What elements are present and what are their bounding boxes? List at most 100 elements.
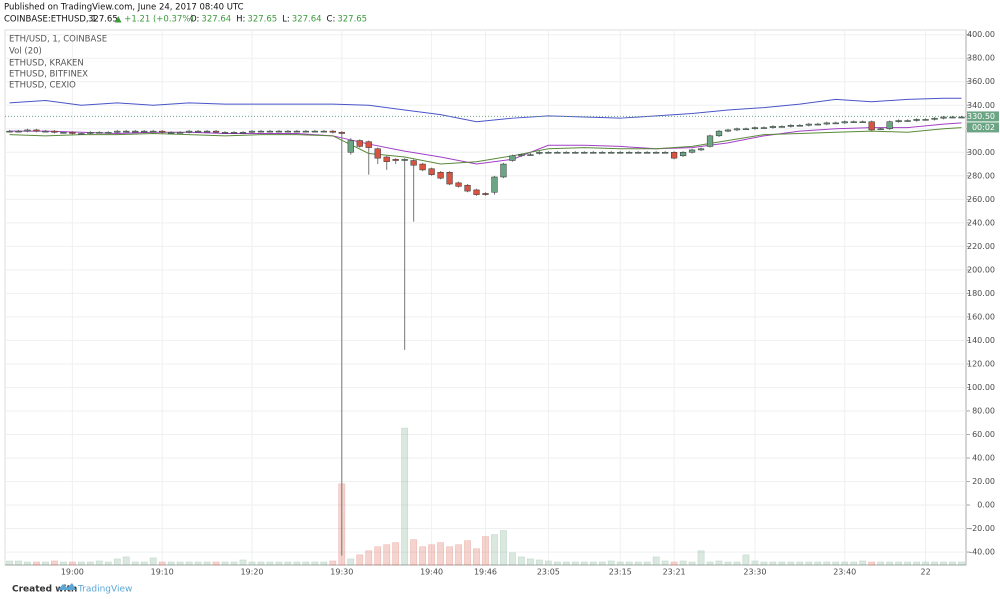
candle-body — [491, 176, 498, 193]
candle-body — [868, 121, 875, 131]
volume-bar — [59, 561, 67, 566]
candle-body — [60, 132, 67, 134]
candle-body — [679, 152, 687, 157]
volume-bar — [6, 560, 13, 566]
candle-body — [545, 152, 552, 154]
volume-bar — [374, 546, 382, 566]
x-tick-label: 19:10 — [151, 568, 174, 577]
volume-bar — [850, 561, 858, 566]
candle-body — [742, 128, 750, 131]
volume-bar — [859, 560, 867, 566]
candle-body — [383, 156, 390, 162]
candle-body — [697, 148, 705, 151]
candle-body — [760, 127, 768, 129]
candle-body — [805, 123, 812, 126]
volume-bar — [535, 559, 543, 566]
volume-bar — [194, 561, 202, 566]
volume-bar — [787, 561, 795, 566]
candle-body — [554, 152, 561, 154]
candle-body — [482, 193, 489, 195]
candle-body — [590, 152, 597, 154]
candle-body — [338, 132, 345, 134]
y-tick-label: 260.00 — [967, 195, 995, 204]
candle-body — [527, 154, 534, 156]
candle-body — [159, 130, 166, 133]
candle-body — [24, 129, 31, 132]
marks — [5, 97, 966, 556]
quote-label: C: — [327, 15, 336, 25]
volume-bar — [625, 561, 633, 566]
volume-bar — [203, 561, 211, 566]
volume-bar — [742, 554, 750, 566]
candle-body — [123, 130, 130, 133]
volume-bar — [464, 540, 471, 566]
volume-bar — [140, 561, 148, 566]
y-tick-label: 300.00 — [967, 148, 995, 157]
volume-bar — [437, 542, 444, 566]
candle-body — [51, 130, 58, 133]
volume-bar — [509, 552, 516, 566]
candle-body — [168, 132, 175, 134]
volume-bar — [868, 561, 876, 566]
y-tick-label: 40.00 — [972, 454, 995, 463]
candle-body — [877, 128, 884, 131]
volume-bar — [679, 560, 687, 566]
volume-bar — [24, 561, 31, 566]
quote-label: O: — [190, 15, 199, 25]
volume-bar — [544, 560, 552, 566]
volume-bar — [365, 550, 373, 566]
candle-body — [203, 130, 211, 133]
y-tick-label: 360.00 — [967, 77, 995, 86]
volume-bar — [311, 561, 319, 566]
volume-bar — [760, 561, 768, 566]
volume-bar — [751, 560, 759, 566]
candle-body — [374, 148, 381, 159]
y-tick-label: 200.00 — [967, 265, 995, 274]
price-tag-label: 330.50 — [967, 112, 995, 121]
volume-bar — [284, 561, 292, 566]
volume-bar — [652, 556, 660, 566]
change: ▲ +1.21 (+0.37%) — [115, 15, 194, 25]
volume-bar — [42, 561, 49, 566]
candle-body — [33, 129, 40, 132]
y-tick-label: 180.00 — [967, 289, 995, 298]
volume-bar — [482, 536, 489, 566]
x-tick-label: 23:40 — [833, 568, 856, 577]
candle-body — [177, 132, 184, 134]
volume-bar — [266, 561, 274, 566]
x-tick-label: 19:20 — [240, 568, 263, 577]
quote-value: 327.64 — [201, 15, 231, 25]
volume-bar — [68, 561, 76, 566]
volume-bar — [239, 559, 247, 566]
candle-body — [239, 132, 247, 134]
volume-bar — [383, 544, 391, 566]
candle-body — [356, 140, 363, 147]
candle-body — [392, 159, 399, 161]
y-tick-label: 220.00 — [967, 242, 995, 251]
volume-bar — [940, 561, 947, 566]
volume-bar — [131, 561, 139, 566]
series-line — [9, 127, 962, 165]
volume-bar — [158, 561, 166, 566]
y-tick-label: 140.00 — [967, 336, 995, 345]
volume-bar — [149, 557, 157, 566]
candle-body — [751, 127, 759, 130]
volume-bar — [832, 561, 840, 566]
candle-body — [581, 152, 588, 154]
candle-body — [96, 132, 103, 134]
volume-bar — [77, 561, 85, 566]
volume-bar — [446, 546, 453, 566]
legend-title: ETH/USD, 1, COINBASE — [9, 35, 107, 45]
candle-body — [87, 132, 94, 134]
x-tick-label: 19:30 — [330, 568, 353, 577]
candle-body — [841, 121, 848, 124]
candle-body — [42, 130, 49, 133]
candle-body — [904, 120, 911, 122]
volume-bar — [428, 544, 436, 566]
volume-bar — [814, 561, 822, 566]
candle-body — [248, 130, 256, 133]
volume-bar — [589, 561, 597, 566]
legend-volume: Vol (20) — [9, 47, 42, 57]
volume-bar — [347, 558, 355, 566]
